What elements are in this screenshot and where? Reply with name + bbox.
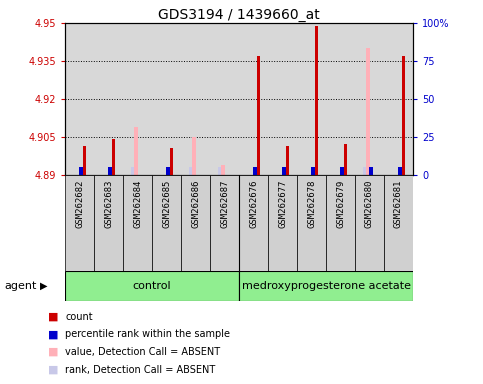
- Bar: [210, 175, 239, 271]
- Text: percentile rank within the sample: percentile rank within the sample: [65, 329, 230, 339]
- Text: medroxyprogesterone acetate: medroxyprogesterone acetate: [242, 281, 411, 291]
- Text: value, Detection Call = ABSENT: value, Detection Call = ABSENT: [65, 347, 220, 357]
- Title: GDS3194 / 1439660_at: GDS3194 / 1439660_at: [158, 8, 320, 22]
- Bar: [152, 175, 181, 271]
- Bar: [297, 175, 326, 271]
- Text: GSM262681: GSM262681: [394, 180, 403, 228]
- Text: rank, Detection Call = ABSENT: rank, Detection Call = ABSENT: [65, 365, 215, 375]
- Bar: [108, 167, 112, 175]
- Text: GSM262687: GSM262687: [220, 180, 229, 228]
- Text: ■: ■: [48, 365, 59, 375]
- Bar: [355, 175, 384, 271]
- Bar: [192, 137, 196, 175]
- Bar: [239, 175, 268, 271]
- Bar: [268, 175, 297, 271]
- Bar: [123, 175, 152, 271]
- Bar: [79, 167, 83, 175]
- Text: ■: ■: [48, 329, 59, 339]
- Text: GSM262684: GSM262684: [133, 180, 142, 228]
- Bar: [166, 167, 170, 175]
- Bar: [170, 148, 173, 175]
- Text: ▶: ▶: [40, 281, 47, 291]
- Text: GSM262686: GSM262686: [191, 180, 200, 228]
- Bar: [402, 56, 405, 175]
- Bar: [363, 167, 366, 175]
- Bar: [340, 167, 344, 175]
- Bar: [326, 175, 355, 271]
- Bar: [131, 167, 134, 175]
- Bar: [311, 167, 315, 175]
- Bar: [257, 56, 260, 175]
- Bar: [369, 167, 373, 175]
- Text: control: control: [133, 281, 171, 291]
- Bar: [65, 175, 94, 271]
- Text: GSM262678: GSM262678: [307, 180, 316, 228]
- Text: GSM262679: GSM262679: [336, 180, 345, 228]
- Bar: [65, 271, 239, 301]
- Text: ■: ■: [48, 347, 59, 357]
- Text: GSM262685: GSM262685: [162, 180, 171, 228]
- Bar: [94, 175, 123, 271]
- Text: GSM262682: GSM262682: [75, 180, 84, 228]
- Text: GSM262680: GSM262680: [365, 180, 374, 228]
- Bar: [282, 167, 286, 175]
- Bar: [218, 167, 221, 175]
- Bar: [83, 146, 86, 175]
- Text: GSM262676: GSM262676: [249, 180, 258, 228]
- Bar: [366, 48, 370, 175]
- Bar: [286, 146, 289, 175]
- Text: agent: agent: [5, 281, 37, 291]
- Text: count: count: [65, 312, 93, 322]
- Text: ■: ■: [48, 312, 59, 322]
- Bar: [112, 139, 115, 175]
- Bar: [384, 175, 413, 271]
- Bar: [221, 165, 225, 175]
- Bar: [189, 167, 192, 175]
- Text: GSM262677: GSM262677: [278, 180, 287, 228]
- Text: GSM262683: GSM262683: [104, 180, 113, 228]
- Bar: [315, 26, 318, 175]
- Bar: [253, 167, 257, 175]
- Bar: [181, 175, 210, 271]
- Bar: [398, 167, 402, 175]
- Bar: [239, 271, 413, 301]
- Bar: [344, 144, 347, 175]
- Bar: [134, 127, 138, 175]
